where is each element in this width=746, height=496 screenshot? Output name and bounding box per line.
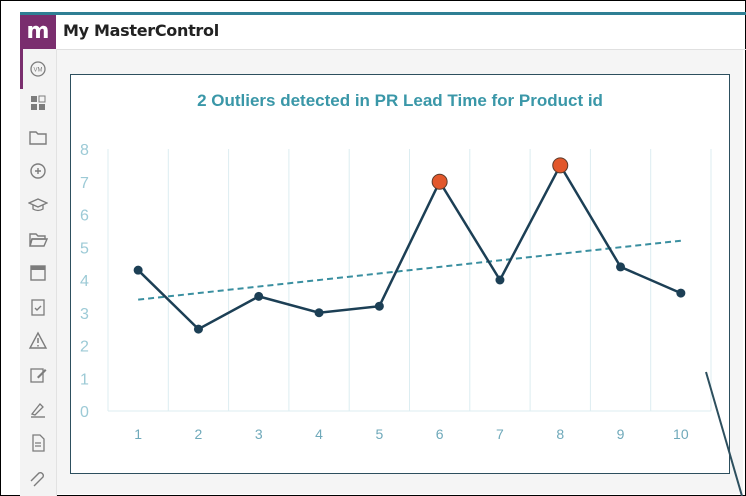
chart-title: 2 Outliers detected in PR Lead Time for …	[197, 91, 603, 110]
y-tick-label: 6	[80, 208, 89, 225]
x-tick-label: 1	[134, 426, 142, 442]
data-point	[616, 262, 626, 272]
clipboard-check-icon[interactable]	[28, 297, 48, 317]
x-tick-label: 6	[436, 426, 444, 442]
chart-panel: 2 Outliers detected in PR Lead Time for …	[70, 74, 730, 474]
trend-layer	[138, 239, 681, 301]
folder-open-icon[interactable]	[28, 229, 48, 249]
warning-icon[interactable]	[28, 331, 48, 351]
data-point	[676, 288, 686, 298]
folder-icon[interactable]	[28, 127, 48, 147]
outlier-point	[431, 173, 448, 190]
grid-layer	[107, 149, 712, 412]
attachment-icon[interactable]	[28, 469, 48, 489]
x-tick-label: 7	[496, 426, 504, 442]
data-point	[314, 308, 324, 318]
logo-text: m	[26, 19, 50, 44]
data-point	[193, 324, 203, 334]
x-tick-label: 10	[673, 426, 689, 442]
mastercontrol-circle-icon[interactable]: VM	[28, 59, 48, 79]
sidebar-active-accent	[20, 49, 23, 89]
mastercontrol-logo[interactable]: m	[20, 15, 56, 49]
y-tick-label: 7	[80, 175, 89, 192]
y-tick-label: 0	[80, 404, 89, 421]
refresh-plus-icon[interactable]	[28, 161, 48, 181]
app-title: My MasterControl	[63, 21, 219, 40]
edit-icon[interactable]	[28, 365, 48, 385]
x-tick-label: 5	[375, 426, 383, 442]
top-accent-line	[20, 12, 746, 15]
header-separator	[56, 49, 746, 50]
outlier-point	[552, 157, 569, 174]
data-point	[374, 301, 384, 311]
sidebar: VM	[20, 49, 57, 496]
data-point	[254, 291, 264, 301]
data-point	[133, 265, 143, 275]
graduation-cap-icon[interactable]	[28, 195, 48, 215]
data-point	[495, 275, 505, 285]
x-tick-label: 2	[195, 426, 203, 442]
calendar-icon[interactable]	[28, 263, 48, 283]
x-tick-label: 8	[556, 426, 564, 442]
document-icon[interactable]	[28, 433, 48, 453]
axis-layer: 0 1 2 3 4 5 6 7 8 1 2 3 4 5 6 7 8 9 10	[80, 142, 689, 442]
x-tick-label: 4	[315, 426, 323, 442]
y-tick-label: 2	[80, 339, 89, 356]
y-tick-label: 5	[80, 240, 89, 257]
y-tick-label: 8	[80, 142, 89, 159]
y-tick-label: 4	[80, 273, 89, 290]
chart-canvas: 0 1 2 3 4 5 6 7 8 1 2 3 4 5 6 7 8 9 10	[80, 142, 712, 442]
x-tick-label: 3	[255, 426, 263, 442]
dashboard-icon[interactable]	[28, 93, 48, 113]
series-line	[137, 162, 682, 331]
signature-icon[interactable]	[28, 399, 48, 419]
svg-text:VM: VM	[34, 68, 43, 74]
trend-line	[138, 239, 681, 301]
x-tick-label: 9	[617, 426, 625, 442]
series-layer	[133, 157, 686, 334]
y-tick-label: 1	[80, 371, 89, 388]
y-tick-label: 3	[80, 306, 89, 323]
